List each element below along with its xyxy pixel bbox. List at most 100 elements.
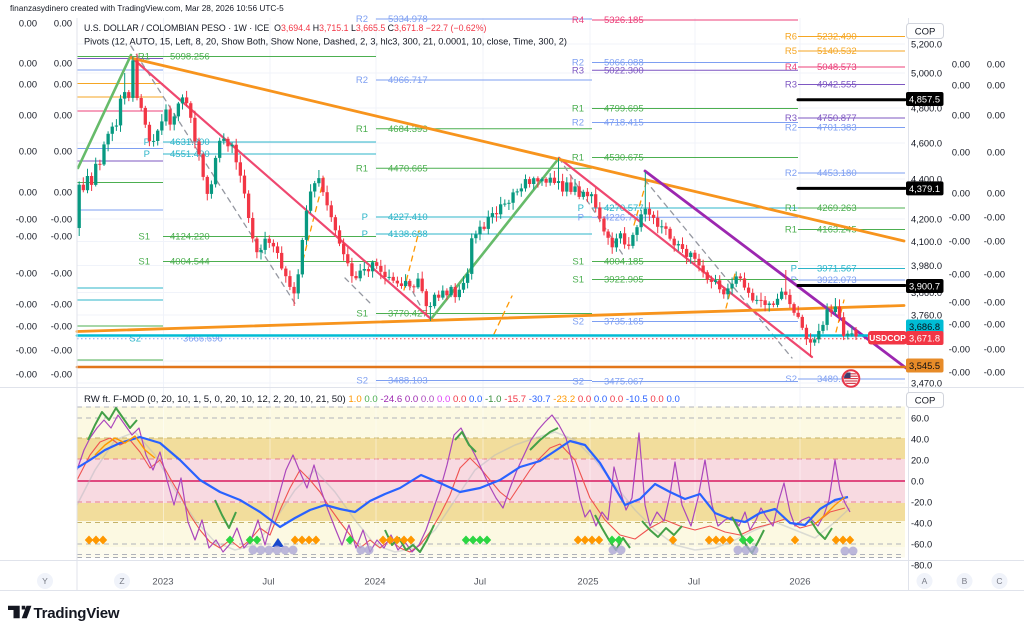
svg-text:0.00: 0.00 (952, 189, 970, 199)
svg-text:-0.00: -0.00 (949, 320, 970, 330)
svg-text:4799.695: 4799.695 (604, 104, 644, 115)
svg-text:5326.185: 5326.185 (604, 15, 644, 26)
svg-text:5022.300: 5022.300 (604, 66, 644, 77)
svg-text:0.00: 0.00 (54, 188, 72, 198)
svg-text:3489.95: 3489.95 (817, 374, 851, 385)
svg-text:2024: 2024 (364, 577, 385, 588)
svg-text:R4: R4 (785, 62, 797, 73)
svg-text:-0.00: -0.00 (949, 345, 970, 355)
svg-text:2026: 2026 (789, 577, 810, 588)
svg-text:R3: R3 (785, 113, 797, 124)
svg-text:-0.00: -0.00 (51, 370, 72, 380)
svg-text:3922.073: 3922.073 (817, 275, 857, 286)
svg-text:4138.688: 4138.688 (388, 229, 428, 240)
svg-text:P: P (791, 275, 797, 286)
svg-text:40.0: 40.0 (911, 435, 929, 445)
svg-text:4684.393: 4684.393 (388, 124, 428, 135)
svg-text:4470.665: 4470.665 (388, 164, 428, 175)
svg-text:P: P (362, 229, 368, 240)
svg-text:R2: R2 (356, 14, 368, 25)
svg-text:4124.220: 4124.220 (170, 232, 210, 243)
svg-text:3,671.8: 3,671.8 (909, 334, 940, 344)
svg-text:0.00: 0.00 (54, 147, 72, 157)
svg-text:-0.00: -0.00 (51, 346, 72, 356)
svg-text:3770.427: 3770.427 (388, 309, 428, 320)
svg-text:4701.383: 4701.383 (817, 123, 857, 134)
svg-text:Jul: Jul (688, 577, 700, 588)
svg-text:-0.00: -0.00 (51, 322, 72, 332)
svg-text:4163.245: 4163.245 (817, 225, 857, 236)
svg-text:3,545.5: 3,545.5 (909, 361, 940, 371)
svg-text:4966.717: 4966.717 (388, 75, 428, 86)
svg-text:3,980.0: 3,980.0 (911, 261, 942, 271)
svg-text:-40.0: -40.0 (911, 519, 932, 529)
svg-text:R2: R2 (572, 58, 584, 69)
svg-text:-80.0: -80.0 (911, 561, 932, 571)
svg-text:0.00: 0.00 (19, 188, 37, 198)
svg-text:0.0: 0.0 (911, 477, 924, 487)
svg-text:S2: S2 (356, 376, 368, 387)
svg-text:TradingView: TradingView (34, 605, 120, 622)
svg-text:3,686.8: 3,686.8 (909, 322, 940, 332)
svg-text:-0.00: -0.00 (16, 322, 37, 332)
svg-text:-0.00: -0.00 (16, 232, 37, 242)
svg-text:0.00: 0.00 (987, 111, 1005, 121)
svg-text:0.00: 0.00 (19, 59, 37, 69)
svg-text:0.00: 0.00 (19, 80, 37, 90)
svg-text:4,200.0: 4,200.0 (911, 215, 942, 225)
svg-text:0.00: 0.00 (987, 81, 1005, 91)
svg-text:-0.00: -0.00 (984, 298, 1005, 308)
svg-text:0.00: 0.00 (19, 111, 37, 121)
svg-text:S1: S1 (356, 309, 368, 320)
svg-text:P: P (144, 137, 150, 148)
svg-text:4750.877: 4750.877 (817, 113, 857, 124)
svg-text:-0.00: -0.00 (51, 269, 72, 279)
svg-text:4718.415: 4718.415 (604, 118, 644, 129)
svg-text:-0.00: -0.00 (984, 270, 1005, 280)
svg-text:S1: S1 (572, 257, 584, 268)
svg-text:5,200.0: 5,200.0 (911, 40, 942, 50)
svg-text:5232.490: 5232.490 (817, 32, 857, 43)
svg-text:-60.0: -60.0 (911, 540, 932, 550)
svg-text:-0.00: -0.00 (984, 320, 1005, 330)
svg-text:0.00: 0.00 (987, 189, 1005, 199)
svg-text:0.00: 0.00 (19, 19, 37, 29)
svg-text:-0.00: -0.00 (51, 215, 72, 225)
svg-text:B: B (962, 576, 968, 586)
svg-text:-0.00: -0.00 (16, 346, 37, 356)
svg-text:A: A (922, 576, 928, 586)
svg-text:4631.300: 4631.300 (170, 137, 210, 148)
svg-text:0.00: 0.00 (952, 60, 970, 70)
svg-text:0.00: 0.00 (54, 59, 72, 69)
svg-text:4530.675: 4530.675 (604, 153, 644, 164)
svg-text:Jul: Jul (474, 577, 486, 588)
svg-text:0.00: 0.00 (952, 81, 970, 91)
svg-text:finanzasydinero created with T: finanzasydinero created with TradingView… (10, 3, 284, 13)
svg-text:P: P (578, 203, 584, 214)
svg-text:4,400.0: 4,400.0 (911, 175, 942, 185)
svg-text:0.00: 0.00 (952, 148, 970, 158)
svg-text:4004.185: 4004.185 (604, 257, 644, 268)
svg-text:-0.00: -0.00 (984, 345, 1005, 355)
svg-text:5098.256: 5098.256 (170, 52, 210, 63)
svg-text:-0.00: -0.00 (984, 213, 1005, 223)
svg-text:COP: COP (915, 27, 936, 38)
svg-text:-0.00: -0.00 (51, 300, 72, 310)
svg-text:0.00: 0.00 (19, 147, 37, 157)
svg-text:P: P (362, 212, 368, 223)
svg-text:R1: R1 (356, 124, 368, 135)
svg-text:S1: S1 (572, 275, 584, 286)
svg-text:S2: S2 (572, 377, 584, 388)
svg-text:R5: R5 (785, 46, 797, 57)
svg-text:S2: S2 (572, 317, 584, 328)
svg-text:R2: R2 (356, 75, 368, 86)
svg-text:-0.00: -0.00 (16, 215, 37, 225)
svg-text:-20.0: -20.0 (911, 498, 932, 508)
svg-text:3735.165: 3735.165 (604, 317, 644, 328)
svg-text:R1: R1 (356, 164, 368, 175)
svg-text:-0.00: -0.00 (949, 237, 970, 247)
svg-text:R1: R1 (572, 153, 584, 164)
svg-text:Y: Y (42, 576, 48, 586)
svg-text:4551.400: 4551.400 (170, 149, 210, 160)
svg-text:R1: R1 (785, 225, 797, 236)
